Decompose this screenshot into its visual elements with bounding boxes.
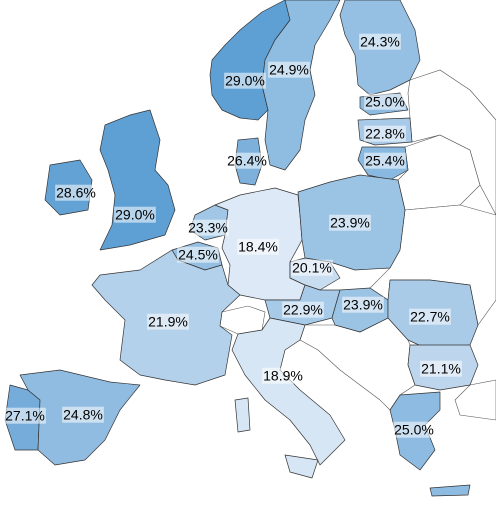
region-label: 21.9%: [147, 313, 189, 330]
region-label: 22.8%: [364, 125, 406, 142]
value-label: 24.3%: [360, 34, 400, 50]
label-background: [291, 259, 333, 276]
label-background: [62, 406, 104, 423]
region-label: 24.9%: [268, 61, 310, 78]
value-label: 23.3%: [188, 220, 228, 236]
value-label: 23.9%: [343, 297, 383, 313]
region-label: 26.4%: [226, 152, 268, 169]
label-background: [420, 360, 462, 377]
value-label: 25.4%: [365, 153, 405, 169]
region-label: 27.1%: [4, 407, 46, 424]
value-label: 18.9%: [263, 368, 303, 384]
label-background: [114, 206, 156, 223]
label-background: [342, 296, 384, 313]
region: [99, 109, 176, 251]
region-label: 20.1%: [291, 259, 333, 276]
label-background: [262, 367, 304, 384]
region-label: 22.9%: [282, 301, 324, 318]
label-background: [329, 214, 371, 231]
region-label: 29.0%: [114, 206, 156, 223]
value-label: 18.4%: [238, 239, 278, 255]
region: [261, 0, 341, 171]
value-label: 24.8%: [63, 407, 103, 423]
region: [389, 391, 471, 497]
value-label: 22.7%: [410, 309, 450, 325]
label-background: [409, 308, 451, 325]
label-background: [226, 152, 268, 169]
region-label: 28.6%: [55, 184, 97, 201]
label-background: [147, 313, 189, 330]
region-label: 29.0%: [224, 72, 266, 89]
region-label: 21.1%: [420, 360, 462, 377]
label-background: [55, 184, 97, 201]
region-label: 25.0%: [393, 421, 435, 438]
value-label: 27.1%: [5, 408, 45, 424]
label-background: [364, 125, 406, 142]
russia: [407, 69, 496, 216]
labels: 29.0%24.9%24.3%25.0%22.8%25.4%26.4%28.6%…: [4, 33, 462, 438]
region-label: 25.4%: [364, 152, 406, 169]
value-label: 26.4%: [227, 153, 267, 169]
region-label: 24.8%: [62, 406, 104, 423]
balkans: [299, 317, 416, 411]
label-background: [224, 72, 266, 89]
region-label: 23.3%: [187, 219, 229, 236]
region: [231, 317, 346, 479]
value-label: 29.0%: [115, 207, 155, 223]
value-label: 21.1%: [421, 361, 461, 377]
value-label: 25.0%: [365, 94, 405, 110]
value-label: 24.5%: [178, 247, 218, 263]
region-label: 24.3%: [359, 33, 401, 50]
label-background: [268, 61, 310, 78]
region-label: 23.9%: [329, 214, 371, 231]
value-label: 21.9%: [148, 314, 188, 330]
value-label: 24.9%: [269, 62, 309, 78]
region-label: 24.5%: [177, 246, 219, 263]
region-label: 25.0%: [364, 93, 406, 110]
background-countries: [219, 69, 496, 421]
label-background: [282, 301, 324, 318]
turkey: [454, 379, 496, 421]
value-label: 29.0%: [225, 73, 265, 89]
label-background: [364, 152, 406, 169]
region-label: 18.4%: [237, 238, 279, 255]
value-label: 28.6%: [56, 185, 96, 201]
label-background: [364, 93, 406, 110]
switzerland: [219, 305, 266, 335]
label-background: [187, 219, 229, 236]
label-background: [359, 33, 401, 50]
value-label: 22.9%: [283, 302, 323, 318]
region-label: 23.9%: [342, 296, 384, 313]
label-background: [177, 246, 219, 263]
value-label: 22.8%: [365, 126, 405, 142]
region-label: 18.9%: [262, 367, 304, 384]
value-label: 25.0%: [394, 422, 434, 438]
value-label: 20.1%: [292, 260, 332, 276]
label-background: [4, 407, 46, 424]
label-background: [393, 421, 435, 438]
region-label: 22.7%: [409, 308, 451, 325]
value-label: 23.9%: [330, 215, 370, 231]
label-background: [237, 238, 279, 255]
